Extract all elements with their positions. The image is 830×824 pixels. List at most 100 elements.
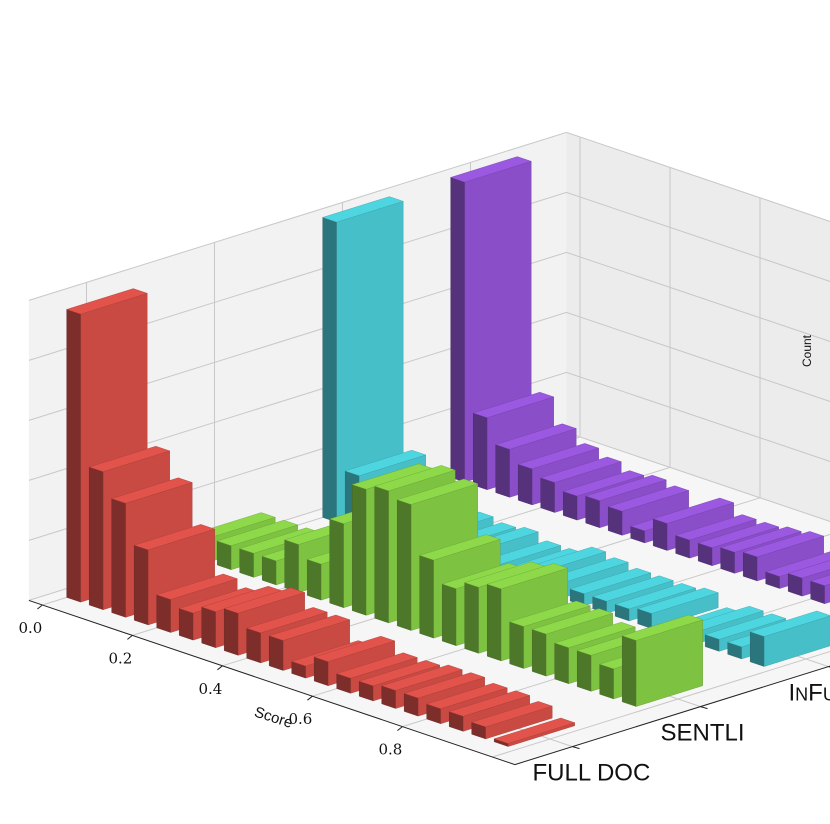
bar-front-face — [419, 555, 434, 639]
bar-top-face — [223, 587, 306, 614]
bar-side-face — [824, 583, 830, 604]
bar — [621, 614, 704, 707]
bar-top-face — [585, 474, 667, 501]
x-axis-label: Score — [252, 704, 295, 732]
bar-top-face — [749, 610, 830, 637]
y-tick-mark — [700, 706, 708, 710]
bar-front-face — [487, 583, 502, 662]
bar-top-face — [652, 497, 735, 524]
bar-front-face — [307, 559, 322, 601]
x-axis-line — [28, 599, 516, 766]
bar-top-face — [562, 470, 645, 497]
bar-top-face — [216, 519, 299, 546]
series-label: FULL DOC — [533, 760, 651, 787]
bar-top-face — [322, 196, 404, 223]
bar-top-face — [787, 560, 830, 579]
series-label: SENTLI — [661, 720, 745, 747]
bar-top-face — [268, 614, 351, 641]
bar-front-face — [495, 444, 510, 498]
bar — [471, 701, 553, 740]
bar-top-face — [426, 682, 508, 709]
bar-front-face — [352, 484, 367, 616]
bar-front-face — [178, 608, 194, 641]
bar-front-face — [750, 631, 765, 667]
grid-line-x — [492, 650, 830, 758]
bar-top-face — [637, 587, 719, 614]
bar-top-face — [765, 551, 830, 577]
bar-top-face — [313, 635, 396, 662]
bar-top-face — [704, 613, 787, 640]
bar-top-face — [471, 701, 553, 728]
x-tick-label: 0.0 — [18, 619, 42, 637]
bar-top-face — [472, 391, 555, 418]
bar-top-face — [396, 478, 479, 505]
bar-top-face — [374, 465, 456, 492]
bar-top-face — [344, 449, 427, 476]
bar-top-face — [607, 485, 690, 512]
bar-top-face — [540, 456, 622, 483]
bar-top-face — [592, 575, 674, 602]
y-tick-mark — [572, 746, 580, 750]
bar-front-face — [532, 629, 547, 677]
bar-top-face — [493, 717, 576, 744]
grid-line-z — [28, 131, 830, 301]
bar-top-face — [156, 573, 238, 600]
bar-front-face — [585, 495, 600, 528]
bar — [493, 717, 576, 747]
bar-top-face — [810, 574, 830, 586]
bar-front-face — [88, 466, 104, 610]
bar-front-face — [374, 485, 389, 624]
bar-front-face — [509, 621, 524, 669]
bar-front-face — [518, 463, 533, 506]
bar-top-face — [66, 288, 148, 315]
y-axis-line — [514, 665, 830, 766]
bar-top-face — [358, 660, 441, 687]
bar-front-face — [239, 548, 254, 578]
bars-group — [66, 156, 830, 747]
x-tick-label: 0.6 — [288, 710, 312, 728]
bar-top-face — [495, 423, 577, 450]
bar-front-face — [216, 540, 232, 570]
x-tick-label: 0.2 — [108, 649, 132, 667]
bar-top-face — [509, 600, 591, 627]
bar-top-face — [720, 526, 802, 553]
bar-top-face — [419, 534, 501, 561]
bar-front-face — [284, 539, 299, 593]
grid-line-z — [28, 191, 830, 361]
bar-top-face — [517, 443, 600, 470]
bar-top-face — [531, 608, 614, 635]
x-tick-mark — [127, 635, 133, 640]
bar-top-face — [697, 521, 780, 548]
bar-top-face — [381, 664, 463, 691]
x-tick-label: 0.8 — [378, 741, 402, 759]
bar-front-face — [599, 663, 614, 700]
bar-front-face — [464, 582, 479, 654]
bar — [810, 574, 830, 604]
bar-top-face — [675, 514, 757, 541]
bar-front-face — [246, 627, 261, 664]
bar-front-face — [608, 506, 623, 536]
bar-top-face — [486, 563, 569, 590]
x-tick-label: 0.4 — [198, 680, 222, 698]
bar-front-face — [329, 518, 344, 608]
bar-top-face — [742, 531, 825, 558]
bar-front-face — [743, 551, 758, 582]
grid-line-z — [28, 371, 830, 541]
bar-top-face — [621, 614, 704, 641]
bar — [322, 196, 404, 523]
bar-front-face — [554, 642, 569, 684]
bar-front-face — [322, 217, 337, 523]
x-tick-mark — [397, 726, 403, 731]
bar-top-face — [403, 672, 486, 699]
bar — [637, 587, 719, 629]
bar-top-face — [569, 567, 652, 594]
bar-top-face — [88, 445, 171, 472]
x-tick-mark — [307, 695, 313, 701]
bar-top-face — [246, 607, 328, 634]
series-label: INFUSE — [789, 680, 830, 707]
grid-line-z — [28, 311, 830, 481]
bar-front-face — [577, 650, 592, 692]
bar-front-face — [622, 635, 637, 707]
bar-top-face — [133, 524, 216, 551]
